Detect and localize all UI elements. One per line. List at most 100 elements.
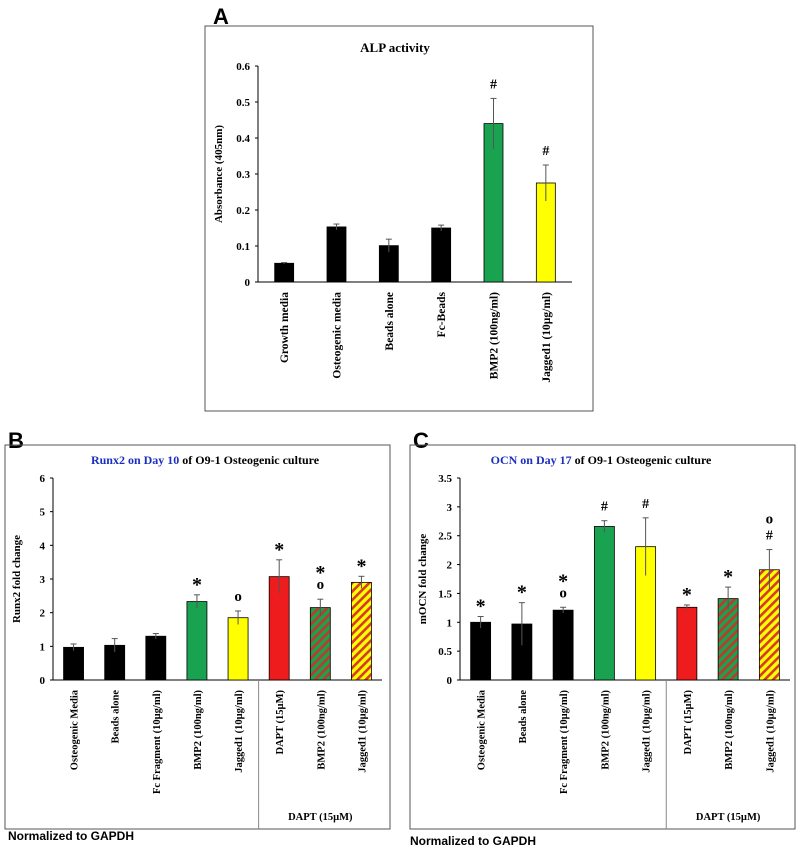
category-label: Growth media xyxy=(279,292,291,363)
y-tick-label: 0.3 xyxy=(236,169,250,181)
category-label: Jagged1 (10µg/ml) xyxy=(357,689,368,772)
significance-mark: o xyxy=(317,577,325,593)
panel-c-title-highlight: OCN on Day 17 xyxy=(491,453,572,467)
y-tick-label: 2.5 xyxy=(438,531,452,543)
y-tick-label: 0 xyxy=(40,675,46,687)
y-tick-label: 0.2 xyxy=(236,205,250,217)
bar xyxy=(274,262,295,283)
y-tick-label: 0.4 xyxy=(236,133,250,145)
category-label: BMP2 (100ng/ml) xyxy=(193,690,204,770)
group-label: DAPT (15µM) xyxy=(696,812,761,823)
y-tick-label: 0.5 xyxy=(438,646,452,658)
panel-c-frame xyxy=(409,444,796,830)
category-label: Fc Fragment (10µg/ml) xyxy=(559,689,570,794)
significance-mark: * xyxy=(558,570,568,592)
significance-mark: * xyxy=(476,596,486,618)
panel-b-plot: 0 1 2 3 4 5 6 Runx2 fold change Osteogenic Media… xyxy=(11,473,382,829)
y-tick-label: 0.6 xyxy=(236,61,250,73)
panel-c-label: C xyxy=(413,428,429,453)
significance-mark: * xyxy=(682,584,692,606)
category-label: Jagged1 (10µg/ml) xyxy=(765,689,776,772)
y-tick-label: 5 xyxy=(40,507,46,519)
significance-mark: * xyxy=(274,539,284,561)
y-tick-label: 3 xyxy=(447,502,453,514)
significance-mark: * xyxy=(356,555,366,577)
y-tick-label: 6 xyxy=(40,473,46,485)
y-axis-label: Runx2 fold change xyxy=(11,535,23,623)
y-tick-label: 3.5 xyxy=(438,473,452,485)
category-label: Osteogenic media xyxy=(332,292,344,379)
y-tick-label: 0.5 xyxy=(236,97,250,109)
panel-b-frame xyxy=(4,444,391,830)
y-tick-label: 0 xyxy=(447,675,453,687)
significance-mark: # xyxy=(766,529,773,544)
bar xyxy=(552,609,574,681)
category-label: Osteogenic Media xyxy=(70,689,81,770)
panel-c-title: OCN on Day 17 of O9-1 Osteogenic culture xyxy=(491,453,712,467)
panel-b-title-highlight: Runx2 on Day 10 xyxy=(91,453,179,467)
panel-a-plot: 0 0.1 0.2 0.3 0.4 0.5 0.6 Absorbance (405nm) Gro… xyxy=(213,61,572,383)
category-label: Beads alone xyxy=(384,292,396,350)
panel-b-footnote: Normalized to GAPDH xyxy=(8,829,134,843)
bar xyxy=(145,635,167,681)
significance-mark: * xyxy=(723,566,733,588)
panel-c-title-rest: of O9-1 Osteogenic culture xyxy=(572,453,712,467)
panel-b-label: B xyxy=(8,428,24,453)
significance-mark: # xyxy=(601,500,608,515)
bar xyxy=(431,227,452,283)
significance-mark: * xyxy=(192,574,202,596)
category-label: Beads alone xyxy=(518,690,529,744)
panel-b-title: Runx2 on Day 10 of O9-1 Osteogenic cultu… xyxy=(91,453,320,467)
significance-mark: # xyxy=(490,77,497,92)
panel-c-footnote: Normalized to GAPDH xyxy=(410,834,536,848)
y-tick-label: 1.5 xyxy=(438,588,452,600)
category-label: Jagged1 (10µg/ml) xyxy=(642,689,653,772)
category-label: BMP2 (100ng/ml) xyxy=(600,690,611,770)
y-tick-label: 3 xyxy=(40,574,46,586)
y-tick-label: 2 xyxy=(447,560,453,572)
significance-mark: * xyxy=(315,562,325,584)
category-label: BMP2 (100ng/ml) xyxy=(724,690,735,770)
panel-b-title-rest: of O9-1 Osteogenic culture xyxy=(179,453,319,467)
panel-c-plot: 0 0.5 1 1.5 2 2.5 3 3.5 mOCN fold change * Osteoge… xyxy=(417,473,790,829)
category-label: Fc Fragment (10µg/ml) xyxy=(152,689,163,794)
bar xyxy=(309,607,331,681)
y-axis-label: Absorbance (405nm) xyxy=(213,125,225,223)
significance-mark: # xyxy=(642,497,649,512)
bar xyxy=(227,617,249,681)
category-label: Jagged1 (10µg/ml) xyxy=(541,292,553,383)
category-label: Osteogenic Media xyxy=(477,689,488,770)
bar xyxy=(186,601,208,681)
category-label: Fc-Beads xyxy=(436,291,448,337)
category-label: BMP2 (100ng/ml) xyxy=(489,292,501,379)
category-label: DAPT (15µM) xyxy=(275,690,286,755)
panel-a-frame xyxy=(204,25,594,412)
significance-mark: o xyxy=(559,585,567,601)
bar xyxy=(326,226,347,283)
significance-mark: * xyxy=(517,582,527,604)
group-label: DAPT (15µM) xyxy=(288,812,353,823)
y-tick-label: 1 xyxy=(40,641,46,653)
y-tick-label: 0.1 xyxy=(236,241,250,253)
significance-mark: o xyxy=(766,512,774,528)
y-tick-label: 0 xyxy=(245,277,251,289)
bar xyxy=(63,646,84,681)
significance-mark: # xyxy=(542,144,549,159)
bar xyxy=(717,598,739,681)
category-label: DAPT (15µM) xyxy=(683,690,694,755)
panel-a-title: ALP activity xyxy=(360,40,430,55)
y-tick-label: 4 xyxy=(40,540,46,552)
category-label: Beads alone xyxy=(111,690,122,744)
bar xyxy=(676,606,698,681)
panel-a-label: A xyxy=(213,4,229,29)
bar xyxy=(470,621,492,681)
significance-mark: o xyxy=(234,589,242,605)
y-tick-label: 1 xyxy=(447,617,453,629)
y-tick-label: 2 xyxy=(40,608,46,620)
y-axis-label: mOCN fold change xyxy=(417,534,429,625)
bar xyxy=(351,581,372,681)
category-label: BMP2 (100ng/ml) xyxy=(316,690,327,770)
category-label: Jagged1 (10µg/ml) xyxy=(234,689,245,772)
bar xyxy=(593,526,615,681)
